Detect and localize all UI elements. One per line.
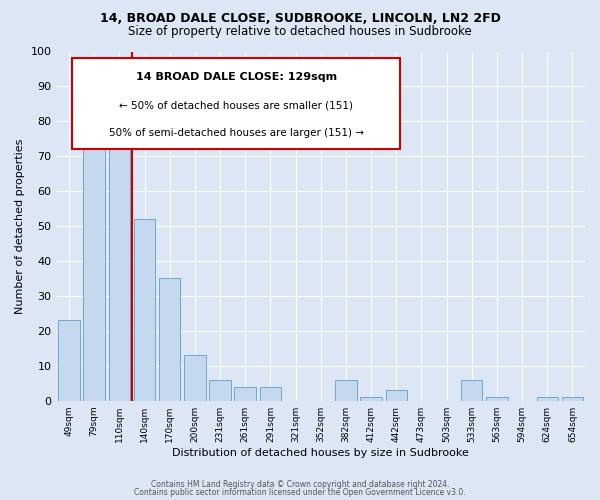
Bar [335,380,356,400]
Text: ← 50% of detached houses are smaller (151): ← 50% of detached houses are smaller (15… [119,100,353,110]
FancyBboxPatch shape [72,58,400,150]
Bar [386,390,407,400]
Bar [109,132,130,400]
Bar [184,356,206,401]
Text: Size of property relative to detached houses in Sudbrooke: Size of property relative to detached ho… [128,25,472,38]
Text: Contains HM Land Registry data © Crown copyright and database right 2024.: Contains HM Land Registry data © Crown c… [151,480,449,489]
Text: Contains public sector information licensed under the Open Government Licence v3: Contains public sector information licen… [134,488,466,497]
Bar [562,397,583,400]
Bar [486,397,508,400]
Text: 50% of semi-detached houses are larger (151) →: 50% of semi-detached houses are larger (… [109,128,364,138]
Bar [209,380,231,400]
Bar [235,386,256,400]
Bar [361,397,382,400]
Text: 14, BROAD DALE CLOSE, SUDBROOKE, LINCOLN, LN2 2FD: 14, BROAD DALE CLOSE, SUDBROOKE, LINCOLN… [100,12,500,26]
Bar [134,219,155,400]
Bar [159,278,181,400]
X-axis label: Distribution of detached houses by size in Sudbrooke: Distribution of detached houses by size … [172,448,469,458]
Y-axis label: Number of detached properties: Number of detached properties [15,138,25,314]
Bar [58,320,80,400]
Bar [461,380,482,400]
Bar [260,386,281,400]
Text: 14 BROAD DALE CLOSE: 129sqm: 14 BROAD DALE CLOSE: 129sqm [136,72,337,83]
Bar [536,397,558,400]
Bar [83,114,105,401]
